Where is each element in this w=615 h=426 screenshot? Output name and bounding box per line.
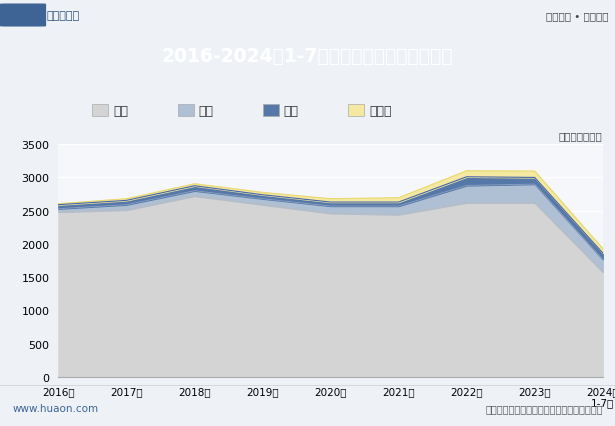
Text: 专业严谨 • 客观科学: 专业严谨 • 客观科学 xyxy=(546,11,609,21)
Text: 2016-2024年1-7月河南省各发电类型发电量: 2016-2024年1-7月河南省各发电类型发电量 xyxy=(162,47,453,66)
Text: 水力: 水力 xyxy=(284,104,299,117)
FancyBboxPatch shape xyxy=(0,4,46,27)
Text: 华经情报网: 华经情报网 xyxy=(46,11,79,21)
Text: 风力: 风力 xyxy=(198,104,213,117)
Bar xyxy=(348,104,364,117)
Text: www.huaon.com: www.huaon.com xyxy=(12,403,98,413)
Text: 单位：亿千瓦时: 单位：亿千瓦时 xyxy=(559,131,603,141)
Text: 太阳能: 太阳能 xyxy=(369,104,392,117)
Text: 数据来源：国家统计局，华经产业研究院整理: 数据来源：国家统计局，华经产业研究院整理 xyxy=(485,403,603,413)
Bar xyxy=(178,104,194,117)
Bar xyxy=(263,104,279,117)
Bar xyxy=(92,104,108,117)
Text: 火力: 火力 xyxy=(113,104,128,117)
